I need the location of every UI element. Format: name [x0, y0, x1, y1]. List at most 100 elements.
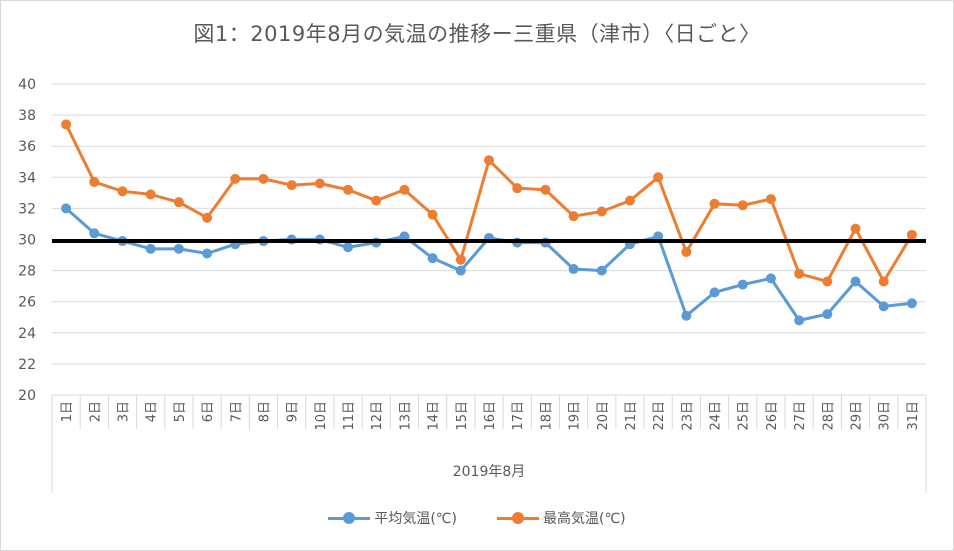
- data-point-avg: [427, 253, 438, 264]
- data-point-avg: [765, 273, 776, 284]
- x-tick-label: 4日: [145, 401, 160, 422]
- x-axis-title: 2019年8月: [453, 464, 526, 480]
- x-tick-label: 16日: [483, 401, 498, 431]
- y-tick-label: 28: [18, 264, 36, 280]
- data-point-max: [624, 195, 635, 206]
- y-tick-label: 32: [18, 201, 36, 217]
- x-tick-label: 10日: [314, 401, 329, 431]
- data-point-max: [427, 209, 438, 220]
- series-line-max: [64, 123, 914, 283]
- data-point-max: [117, 186, 128, 197]
- data-point-avg: [89, 228, 100, 239]
- data-point-avg: [822, 309, 833, 320]
- data-point-max: [399, 184, 410, 195]
- x-tick-label: 25日: [737, 401, 752, 431]
- data-point-max: [286, 180, 297, 191]
- x-tick-label: 9日: [286, 401, 301, 422]
- x-tick-label: 31日: [906, 401, 921, 431]
- x-tick-label: 17日: [511, 401, 526, 431]
- x-tick-label: 20日: [596, 401, 611, 431]
- x-tick-label: 3日: [116, 401, 131, 422]
- data-point-avg: [455, 265, 466, 276]
- data-point-max: [540, 184, 551, 195]
- data-point-max: [202, 212, 213, 223]
- data-point-avg: [906, 298, 917, 309]
- x-tick-label: 18日: [539, 401, 554, 431]
- x-tick-label: 21日: [624, 401, 639, 431]
- legend-marker-avg: [328, 511, 371, 525]
- data-point-avg: [399, 231, 410, 242]
- x-tick-label: 14日: [427, 401, 442, 431]
- y-tick-label: 22: [18, 357, 36, 373]
- x-tick-label: 6日: [201, 401, 216, 422]
- data-point-max: [371, 195, 382, 206]
- x-tick-label: 13日: [398, 401, 413, 431]
- data-point-max: [343, 184, 354, 195]
- data-point-avg: [202, 248, 213, 259]
- data-point-avg: [850, 276, 861, 287]
- x-tick-label: 23日: [680, 401, 695, 431]
- data-point-avg: [709, 287, 720, 298]
- series-group: [61, 119, 917, 326]
- data-point-max: [653, 172, 664, 183]
- data-point-max: [455, 254, 466, 265]
- y-tick-label: 30: [18, 233, 36, 249]
- legend-item-max: 最高気温(℃): [497, 508, 626, 528]
- y-tick-label: 36: [18, 139, 36, 155]
- y-tick-label: 38: [18, 108, 36, 124]
- data-point-max: [173, 197, 184, 208]
- data-point-avg: [173, 243, 184, 254]
- y-tick-label: 20: [18, 388, 36, 404]
- legend-label-avg: 平均気温(℃): [374, 511, 457, 527]
- y-tick-label: 34: [18, 170, 36, 186]
- x-tick-label: 26日: [765, 401, 780, 431]
- x-tick-label: 28日: [821, 401, 836, 431]
- x-tick-label: 15日: [455, 401, 470, 431]
- x-tick-label: 30日: [878, 401, 893, 431]
- data-point-avg: [145, 243, 156, 254]
- x-tick-label: 8日: [257, 401, 272, 422]
- x-tick-label: 24日: [709, 401, 724, 431]
- data-point-max: [737, 200, 748, 211]
- data-point-max: [512, 183, 523, 194]
- x-tick-label: 22日: [652, 401, 667, 431]
- data-point-max: [709, 198, 720, 209]
- data-point-max: [230, 173, 241, 184]
- data-point-max: [794, 268, 805, 279]
- chart-title: 図1：2019年8月の気温の推移ー三重県（津市）〈日ごと〉: [193, 22, 761, 46]
- x-tick-label: 2日: [88, 401, 103, 422]
- y-tick-labels: 20 22 24 26 28 30 32 34 36 38 40: [18, 77, 36, 404]
- data-point-avg: [794, 315, 805, 326]
- data-point-avg: [596, 265, 607, 276]
- x-tick-label: 1日: [60, 401, 75, 422]
- data-point-max: [61, 119, 72, 130]
- series-line-avg: [65, 207, 913, 322]
- legend-item-avg: 平均気温(℃): [328, 508, 457, 528]
- data-point-max: [258, 173, 269, 184]
- data-point-avg: [61, 203, 72, 214]
- x-tick-label: 29日: [850, 401, 865, 431]
- data-point-max: [314, 178, 325, 189]
- data-point-max: [568, 211, 579, 222]
- data-point-avg: [681, 310, 692, 321]
- y-tick-label: 26: [18, 295, 36, 311]
- data-point-avg: [653, 231, 664, 242]
- legend: 平均気温(℃) 最高気温(℃): [0, 508, 954, 528]
- data-point-avg: [343, 242, 354, 253]
- x-tick-label: 27日: [793, 401, 808, 431]
- data-point-max: [596, 206, 607, 217]
- data-point-max: [681, 246, 692, 257]
- x-tick-label: 7日: [229, 401, 244, 422]
- data-point-max: [765, 194, 776, 205]
- data-point-max: [145, 189, 156, 200]
- data-point-max: [906, 229, 917, 240]
- x-tick-label: 5日: [173, 401, 188, 422]
- data-point-max: [484, 155, 494, 166]
- x-tick-label: 11日: [342, 401, 357, 431]
- data-point-avg: [568, 264, 579, 275]
- data-point-avg: [737, 279, 748, 290]
- data-point-max: [822, 276, 833, 287]
- y-tick-label: 40: [18, 77, 36, 93]
- y-tick-label: 24: [18, 326, 36, 342]
